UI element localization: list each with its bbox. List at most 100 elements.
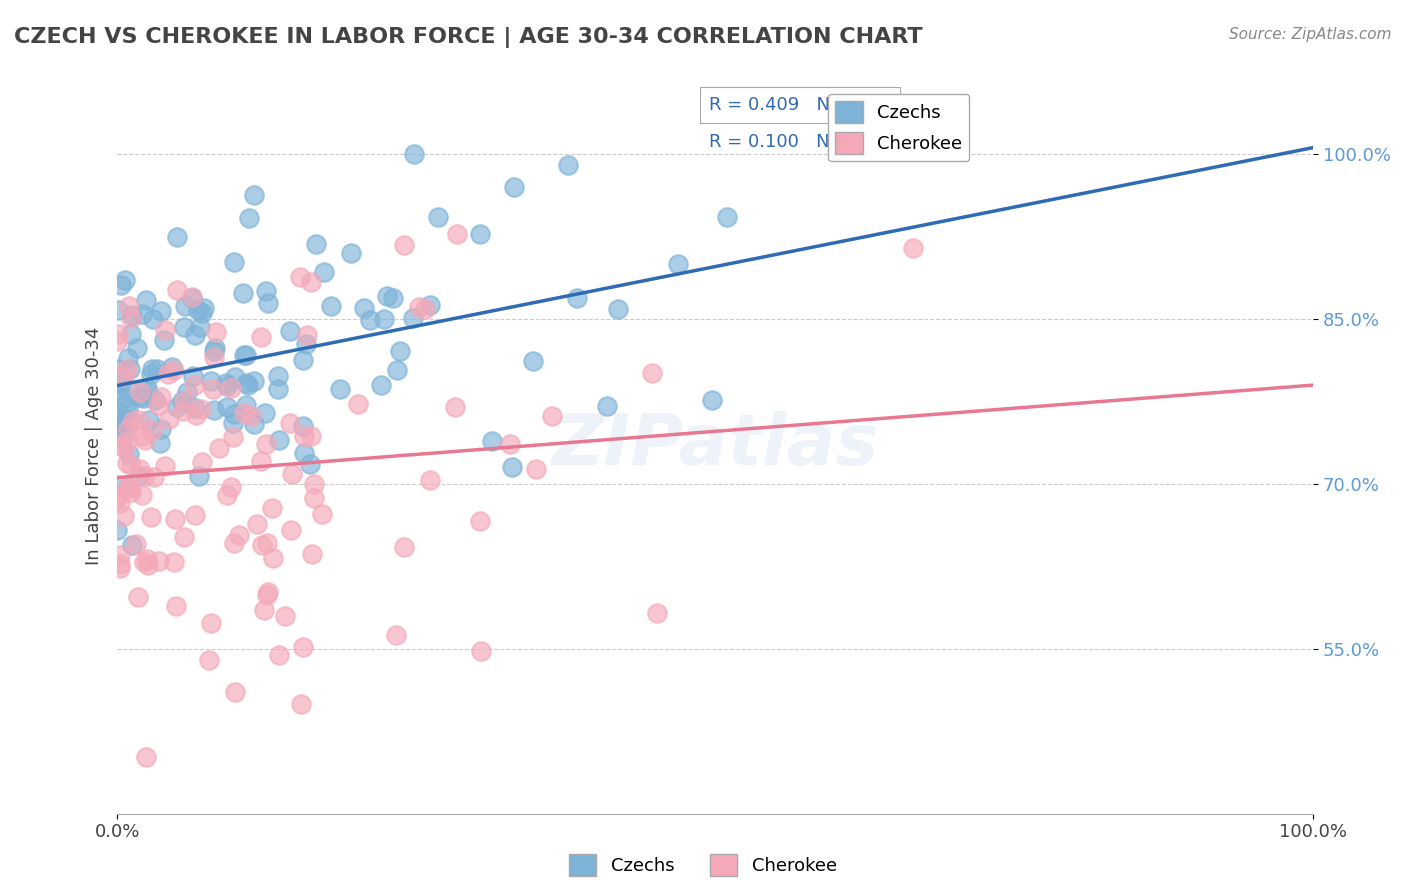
Point	[235, 398, 257, 412]
Point	[499, 437, 522, 451]
Point	[107, 417, 129, 431]
Point	[108, 420, 131, 434]
Point	[250, 538, 273, 552]
Point	[120, 362, 142, 376]
Point	[117, 351, 139, 366]
Point	[135, 552, 157, 566]
Point	[413, 302, 436, 317]
Point	[235, 376, 257, 390]
Point	[302, 477, 325, 491]
Point	[408, 300, 430, 314]
Point	[346, 397, 368, 411]
Point	[163, 512, 186, 526]
Point	[250, 454, 273, 468]
Point	[392, 541, 415, 555]
Point	[117, 382, 139, 396]
Point	[404, 147, 426, 161]
Point	[288, 270, 311, 285]
Point	[292, 429, 315, 443]
Point	[131, 306, 153, 320]
Point	[197, 653, 219, 667]
Point	[444, 400, 467, 414]
Point	[607, 301, 630, 316]
Point	[107, 303, 129, 318]
Point	[176, 384, 198, 399]
Point	[112, 391, 135, 405]
Point	[278, 416, 301, 430]
Point	[319, 299, 342, 313]
Point	[290, 698, 312, 712]
Point	[340, 246, 363, 260]
Point	[142, 469, 165, 483]
Point	[281, 467, 304, 481]
Point	[274, 608, 297, 623]
Point	[446, 227, 468, 242]
Point	[135, 381, 157, 395]
Point	[353, 301, 375, 315]
Point	[190, 401, 212, 416]
Point	[120, 326, 142, 341]
Point	[184, 378, 207, 392]
Point	[132, 391, 155, 405]
Point	[146, 398, 169, 412]
Point	[217, 400, 239, 414]
Point	[253, 406, 276, 420]
Point	[235, 348, 257, 362]
Point	[267, 433, 290, 447]
Point	[117, 480, 139, 494]
Point	[190, 455, 212, 469]
Point	[141, 423, 163, 437]
Point	[112, 369, 135, 384]
Point	[370, 377, 392, 392]
Point	[202, 402, 225, 417]
Point	[233, 347, 256, 361]
Point	[222, 536, 245, 550]
Point	[292, 353, 315, 368]
Point	[110, 411, 132, 425]
Point	[224, 685, 246, 699]
Point	[193, 301, 215, 316]
Point	[468, 227, 491, 241]
Point	[262, 501, 284, 516]
Point	[107, 488, 129, 502]
Point	[596, 399, 619, 413]
Point	[181, 290, 204, 304]
Point	[541, 409, 564, 424]
Point	[135, 384, 157, 399]
Point	[645, 607, 668, 621]
Point	[149, 390, 172, 404]
Point	[301, 547, 323, 561]
Point	[107, 326, 129, 341]
Point	[165, 599, 187, 613]
Point	[131, 429, 153, 443]
Point	[385, 363, 408, 377]
Point	[134, 469, 156, 483]
Point	[118, 412, 141, 426]
Point	[716, 211, 738, 225]
Point	[567, 291, 589, 305]
Text: R = 0.409   N = 122: R = 0.409 N = 122	[709, 95, 891, 114]
Point	[267, 368, 290, 383]
Point	[702, 392, 724, 407]
Point	[257, 585, 280, 599]
Point	[118, 482, 141, 496]
Point	[250, 329, 273, 343]
Point	[242, 417, 264, 432]
Point	[187, 468, 209, 483]
Point	[128, 469, 150, 483]
Point	[668, 257, 690, 271]
Point	[202, 382, 225, 396]
Point	[110, 557, 132, 571]
Point	[299, 429, 322, 443]
Point	[121, 414, 143, 428]
Point	[143, 393, 166, 408]
Point	[236, 377, 259, 392]
Point	[120, 484, 142, 499]
Point	[373, 312, 395, 326]
Point	[256, 535, 278, 549]
Point	[166, 284, 188, 298]
Point	[141, 510, 163, 524]
Point	[381, 291, 404, 305]
Point	[204, 341, 226, 355]
Point	[173, 394, 195, 409]
